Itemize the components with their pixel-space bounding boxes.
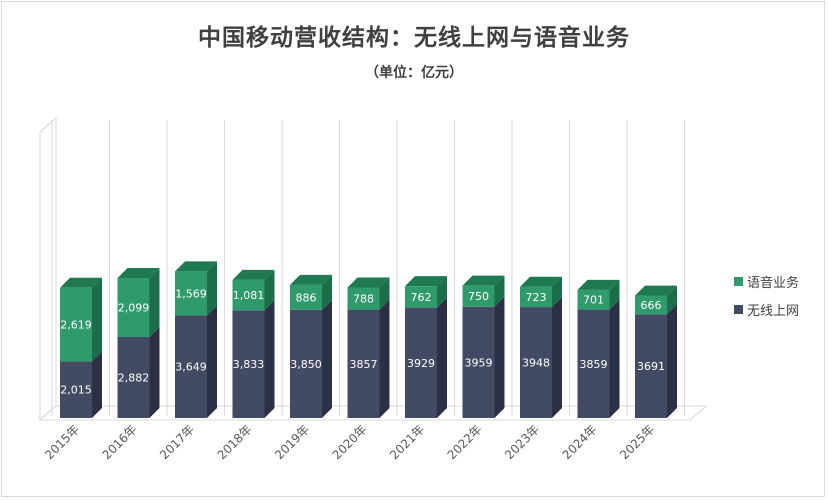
bar-segment-data (577, 309, 610, 418)
chart-left-wall (39, 116, 57, 422)
bar-top-voice (405, 276, 447, 287)
bar-top-voice (635, 285, 677, 296)
bar-side-voice (149, 268, 160, 338)
data-label-data: 3929 (407, 357, 435, 370)
bar-side-voice (264, 269, 275, 311)
bar-side-voice (494, 275, 505, 307)
data-label-voice: 886 (296, 291, 317, 304)
data-label-voice: 2,619 (60, 319, 92, 332)
data-label-voice: 1,081 (233, 289, 265, 302)
bar-top-voice (60, 277, 102, 288)
bar-segment-voice (290, 284, 322, 310)
bar-segment-voice (232, 279, 265, 311)
legend-swatch-data (734, 304, 743, 314)
bar-top-voice (577, 279, 620, 290)
bar-side-data (149, 327, 160, 418)
data-label-voice: 750 (468, 290, 489, 303)
bar-segment-voice (175, 271, 207, 316)
legend-label-voice: 语音业务 (747, 275, 800, 291)
bar-segment-data (520, 307, 552, 418)
bar-segment-voice (117, 278, 150, 338)
x-tick-label: 2018年 (215, 422, 255, 462)
bar-side-voice (667, 285, 677, 315)
data-label-voice: 666 (641, 299, 662, 312)
bar-side-data (552, 297, 562, 418)
x-tick-label: 2025年 (617, 422, 657, 462)
bar-segment-data (290, 309, 322, 418)
x-tick-label: 2017年 (157, 422, 197, 462)
bar-side-data (322, 299, 332, 418)
bar-top-voice (290, 274, 332, 285)
data-label-data: 3959 (465, 356, 493, 369)
bar-side-data (494, 296, 505, 418)
legend-item-data: 无线上网 (734, 298, 799, 320)
bar-segment-data (175, 315, 207, 418)
data-label-data: 3857 (350, 358, 378, 371)
bar-segment-data (232, 310, 265, 418)
bar-segment-voice (520, 286, 552, 308)
bar-side-data (437, 297, 447, 418)
data-label-data: 3,833 (233, 358, 265, 371)
bar-side-data (264, 300, 275, 418)
x-tick-label: 2020年 (330, 422, 370, 462)
bar-top-voice (347, 277, 390, 288)
bar-side-data (667, 304, 677, 418)
bar-segment-data (462, 306, 495, 418)
bar-side-data (379, 299, 390, 418)
x-tick-label: 2023年 (502, 422, 542, 462)
data-label-data: 3,850 (290, 358, 322, 371)
data-label-data: 3,649 (175, 361, 207, 374)
data-label-voice: 762 (411, 291, 432, 304)
legend-label-data: 无线上网 (747, 303, 800, 319)
bar-top-voice (232, 269, 275, 280)
x-tick-label: 2019年 (272, 422, 312, 462)
bar-segment-data (347, 309, 380, 418)
bar-side-voice (322, 274, 332, 310)
bar-top-voice (462, 275, 505, 286)
legend-swatch-voice (734, 276, 743, 286)
bar-segment-voice (60, 287, 92, 362)
x-tick-label: 2016年 (100, 422, 140, 462)
data-label-voice: 788 (353, 293, 374, 306)
data-label-data: 3859 (580, 358, 608, 371)
x-tick-label: 2021年 (387, 422, 427, 462)
bar-side-voice (609, 279, 620, 310)
bar-segment-voice (462, 285, 495, 307)
bar-segment-voice (635, 295, 667, 315)
bar-segment-data (635, 314, 667, 418)
bar-side-voice (379, 277, 390, 310)
bar-segment-data (405, 307, 437, 418)
bar-side-voice (552, 276, 562, 308)
bar-segment-voice (405, 286, 437, 308)
chart-title: 中国移动营收结构：无线上网与语音业务 (198, 25, 630, 51)
chart-legend: 语音业务 无线上网 (734, 270, 799, 326)
bar-side-voice (207, 261, 217, 316)
data-label-data: 2,882 (118, 372, 150, 385)
x-tick-label: 2022年 (445, 422, 485, 462)
bar-top-voice (520, 276, 562, 287)
data-label-data: 2,015 (60, 384, 92, 397)
data-label-voice: 701 (583, 294, 604, 307)
bar-segment-data (60, 361, 92, 418)
data-label-voice: 2,099 (118, 302, 150, 315)
bar-segment-voice (347, 287, 380, 310)
data-label-voice: 723 (526, 291, 547, 304)
bar-segment-voice (577, 289, 610, 310)
x-tick-label: 2024年 (560, 422, 600, 462)
data-label-data: 3948 (522, 357, 550, 370)
bar-top-voice (117, 268, 160, 279)
x-tick-label: 2015年 (42, 422, 82, 462)
data-label-data: 3691 (637, 360, 665, 373)
bar-side-voice (92, 277, 102, 362)
bar-side-data (609, 299, 620, 418)
bar-side-data (207, 305, 217, 418)
data-label-voice: 1,569 (175, 287, 207, 300)
bar-side-data (92, 351, 102, 418)
bar-top-voice (175, 261, 217, 272)
legend-item-voice: 语音业务 (734, 270, 799, 292)
bar-side-voice (437, 276, 447, 308)
chart-subtitle: （单位：亿元） (365, 65, 463, 81)
bar-segment-data (117, 337, 150, 418)
